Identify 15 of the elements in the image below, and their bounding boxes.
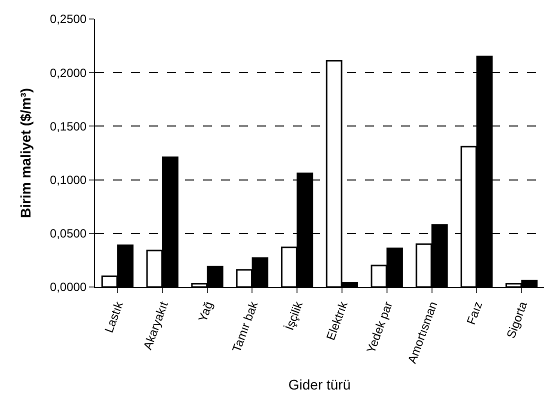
x-tick-label: Yedek par (364, 300, 396, 355)
x-tick-label: Sigorta (504, 299, 530, 340)
y-tick-label: 0,0500 (50, 226, 87, 241)
y-tick-label: 0,2500 (50, 12, 87, 26)
x-tick-label: Yağ (196, 300, 216, 324)
y-tick-label: 0,0000 (50, 280, 87, 294)
x-tick-label: Tamır bak (229, 298, 261, 354)
y-axis-title: Birim maliyet ($/m³) (17, 88, 34, 218)
x-axis-title: Gider türü (288, 376, 351, 393)
x-tick-label: İşçilik (282, 298, 306, 332)
y-tick-label: 0,1000 (50, 173, 87, 187)
y-tick-label: 0,2000 (50, 66, 87, 80)
x-tick-label: Faız (464, 300, 486, 326)
x-tick-label: Lastık (102, 298, 126, 335)
y-tick-label: 0,1500 (50, 119, 87, 134)
